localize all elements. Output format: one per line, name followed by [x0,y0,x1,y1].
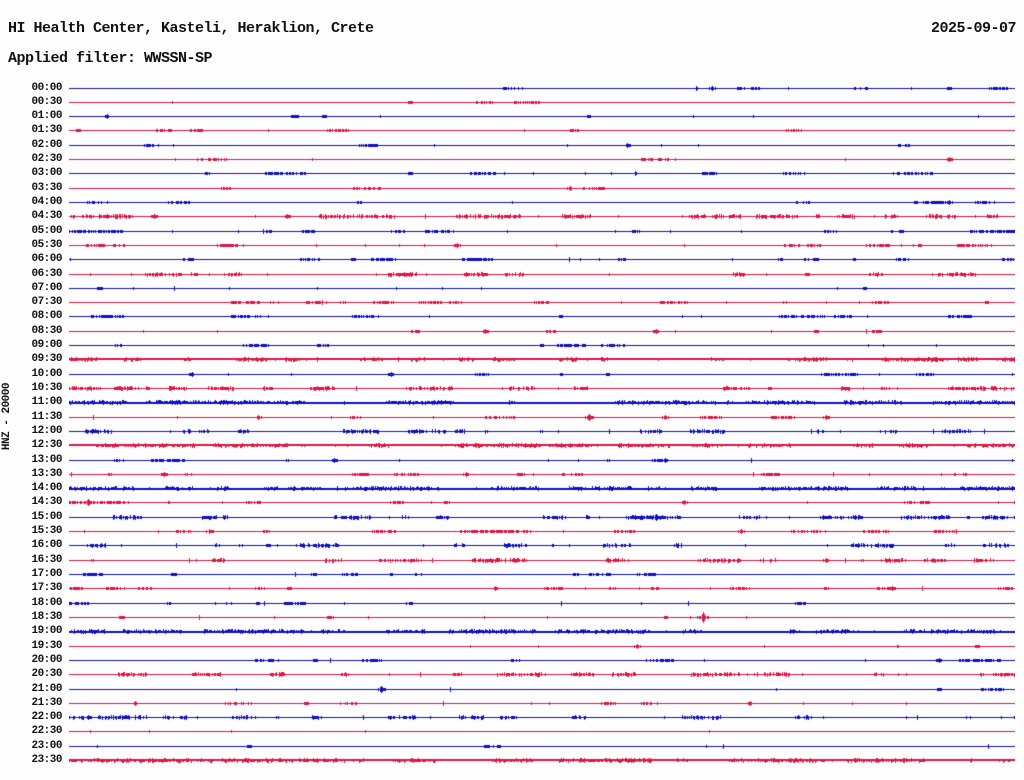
trace-row-label: 09:30 [31,353,62,365]
trace-row-label: 22:00 [31,711,62,723]
trace-row-label: 08:30 [31,325,62,337]
trace-row-label: 10:00 [31,368,62,380]
trace-row-label: 13:30 [31,468,62,480]
trace-row-label: 16:30 [31,554,62,566]
trace-row-label: 02:00 [31,139,62,151]
trace-row-label: 22:30 [31,725,62,737]
trace-row-label: 04:30 [31,210,62,222]
time-axis-labels: 00:00 00:30 01:00 01:30 02:00 02:30 03:00 03:30… [0,0,63,780]
trace-row-label: 19:30 [31,640,62,652]
trace-row-label: 19:00 [31,625,62,637]
trace-row-label: 16:00 [31,539,62,551]
trace-row-label: 06:00 [31,253,62,265]
trace-row-label: 01:00 [31,110,62,122]
trace-row-label: 03:00 [31,167,62,179]
trace-row-label: 09:00 [31,339,62,351]
trace-row-label: 20:30 [31,668,62,680]
trace-row-label: 23:30 [31,754,62,766]
trace-row-label: 17:30 [31,582,62,594]
trace-row-label: 14:30 [31,496,62,508]
trace-row-label: 01:30 [31,124,62,136]
trace-row-label: 14:00 [31,482,62,494]
trace-row-label: 04:00 [31,196,62,208]
trace-row-label: 00:00 [31,82,62,94]
trace-row-label: 07:30 [31,296,62,308]
trace-row-label: 05:00 [31,225,62,237]
applied-filter-label: Applied filter: WWSSN-SP [8,50,213,67]
trace-row-label: 05:30 [31,239,62,251]
trace-row-label: 20:00 [31,654,62,666]
date-label: 2025-09-07 [930,20,1017,37]
helicorder-traces-canvas[interactable] [69,80,1015,772]
trace-row-label: 21:00 [31,683,62,695]
trace-row-label: 23:00 [31,740,62,752]
trace-row-label: 10:30 [31,382,62,394]
page-title: HI Health Center, Kasteli, Heraklion, Cr… [8,20,374,37]
trace-row-label: 12:00 [31,425,62,437]
trace-row-label: 02:30 [31,153,62,165]
trace-row-label: 06:30 [31,268,62,280]
trace-row-label: 17:00 [31,568,62,580]
trace-row-label: 15:00 [31,511,62,523]
trace-row-label: 00:30 [31,96,62,108]
trace-row-label: 11:00 [31,396,62,408]
trace-row-label: 18:30 [31,611,62,623]
trace-row-label: 07:00 [31,282,62,294]
trace-row-label: 08:00 [31,310,62,322]
trace-row-label: 15:30 [31,525,62,537]
trace-row-label: 12:30 [31,439,62,451]
trace-row-label: 03:30 [31,182,62,194]
trace-row-label: 18:00 [31,597,62,609]
trace-row-label: 21:30 [31,697,62,709]
trace-row-label: 11:30 [31,411,62,423]
trace-row-label: 13:00 [31,454,62,466]
